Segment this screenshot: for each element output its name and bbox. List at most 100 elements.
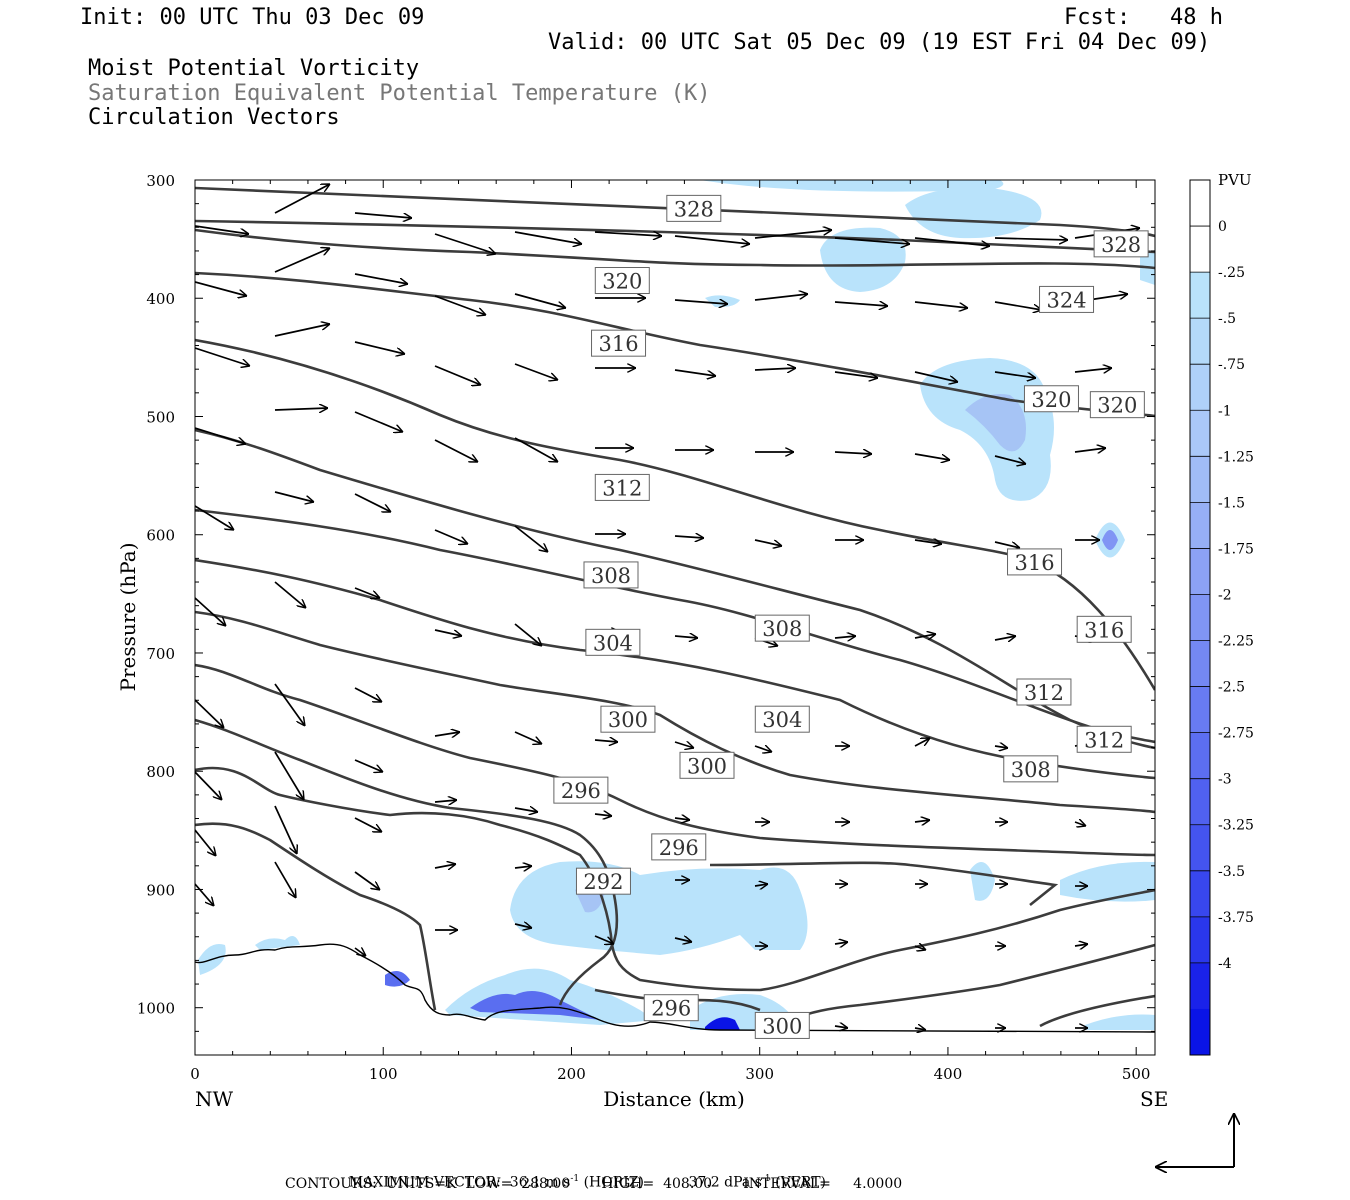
contour-label: 296	[553, 776, 609, 804]
contour-label-text: 304	[593, 631, 633, 655]
vector	[274, 248, 330, 273]
contour-label: 312	[1016, 678, 1072, 706]
max-vertical-value: 37.2 dPa s	[688, 1174, 762, 1191]
vector	[514, 731, 542, 744]
pv-shading	[198, 180, 1155, 1030]
colorbar-level-label: -.25	[1218, 265, 1245, 281]
vector	[834, 942, 848, 944]
colorbar-unit: PVU	[1218, 171, 1252, 189]
contour-label: 316	[591, 329, 647, 357]
vector	[994, 746, 1008, 748]
colorbar-level-label: -2	[1218, 587, 1232, 603]
contour-line	[195, 610, 1155, 814]
terrain-profile	[195, 943, 1155, 1033]
pv-area-spot-core	[1102, 530, 1118, 550]
vector	[754, 884, 768, 886]
contour-label-box	[1093, 230, 1149, 258]
vector	[354, 817, 382, 833]
vector	[434, 529, 468, 544]
vector	[195, 883, 214, 906]
contour-label-text: 320	[1097, 394, 1137, 418]
y-tick-label: 1000	[137, 1000, 175, 1018]
contour-label-text: 328	[1101, 233, 1141, 257]
contour-line	[195, 822, 437, 1011]
contour-label-box	[754, 705, 810, 733]
x-tick-label: 200	[557, 1065, 586, 1083]
reference-vector	[1155, 1113, 1234, 1167]
contour-label: 320	[1089, 391, 1145, 419]
vector	[274, 581, 306, 608]
vector	[754, 539, 782, 546]
contour-line	[195, 663, 1155, 857]
contour-label: 296	[651, 833, 707, 861]
contour-line	[195, 558, 1155, 780]
contour-line	[195, 508, 1155, 744]
y-axis-label: Pressure (hPa)	[116, 543, 140, 692]
contour-label-box	[1007, 548, 1063, 576]
vector	[834, 302, 888, 306]
contour-label-box	[754, 614, 810, 642]
contour-label-box	[591, 329, 647, 357]
contour-label: 300	[754, 1011, 810, 1039]
contour-label-box	[585, 628, 641, 656]
colorbar-level-label: -1	[1218, 403, 1232, 419]
contour-label-text: 320	[602, 270, 642, 294]
vector	[674, 536, 704, 538]
horiz-unit-exponent: -1	[570, 1174, 580, 1184]
vector	[674, 742, 694, 748]
contour-label-text: 316	[598, 332, 638, 356]
contour-label-text: 312	[1084, 728, 1124, 752]
contour-label-text: 296	[561, 779, 601, 803]
x-tick-label: 400	[934, 1065, 963, 1083]
init-time: Init: 00 UTC Thu 03 Dec 09	[80, 5, 425, 30]
pv-area-lower-far-right	[1060, 861, 1155, 902]
contour-label: 300	[600, 705, 656, 733]
colorbar-swatch	[1190, 686, 1210, 734]
x-tick-label: 500	[1122, 1065, 1151, 1083]
colorbar-swatch	[1190, 502, 1210, 549]
vector	[434, 233, 496, 254]
vector	[994, 371, 1036, 378]
contour-label-box	[754, 1011, 810, 1039]
vector	[674, 300, 728, 304]
vector	[354, 212, 412, 218]
colorbar-level-label: 0	[1218, 219, 1227, 235]
vector	[195, 281, 247, 296]
colorbar-swatch	[1190, 180, 1210, 227]
vector	[674, 235, 750, 244]
vector	[354, 871, 380, 890]
vector	[434, 864, 456, 868]
contour-label: 328	[666, 194, 722, 222]
colorbar-level-label: -1.5	[1218, 495, 1245, 511]
pv-area-mid-right-core	[965, 394, 1026, 452]
vector	[674, 369, 716, 376]
contour-label-text: 296	[659, 836, 699, 860]
vector	[834, 452, 872, 454]
contour-label-text: 292	[583, 870, 623, 894]
contour-label-box	[553, 776, 609, 804]
vector	[434, 629, 462, 636]
colorbar-swatch	[1190, 824, 1210, 872]
field-title-theta-es: Saturation Equivalent Potential Temperat…	[88, 81, 711, 106]
contour-label: 312	[1076, 725, 1132, 753]
vector	[914, 453, 950, 460]
max-vector-label: MAXIMUM VECTOR:	[348, 1174, 501, 1191]
contour-label-box	[1016, 678, 1072, 706]
vector	[834, 371, 878, 378]
contour-label-text: 300	[608, 708, 648, 732]
contour-label: 316	[1007, 548, 1063, 576]
y-tick-label: 800	[146, 763, 175, 781]
contour-label-text: 324	[1046, 288, 1086, 312]
contour-label-box	[1089, 391, 1145, 419]
colorbar-level-label: -2.5	[1218, 680, 1245, 696]
x-axis-right-end: SE	[1140, 1087, 1168, 1111]
pv-area-surface-right-core	[705, 1017, 740, 1030]
vert-unit-exponent: -1	[761, 1174, 771, 1184]
colorbar-level-label: -3.5	[1218, 864, 1245, 880]
vector	[195, 347, 250, 366]
y-tick-label: 300	[146, 172, 175, 190]
vector	[1074, 448, 1106, 452]
contour-info: CONTOURS: UNITS=K LOW= 288.00 HIGH= 408.…	[285, 1176, 903, 1192]
forecast-hour: Fcst: 48 h	[1064, 5, 1223, 30]
